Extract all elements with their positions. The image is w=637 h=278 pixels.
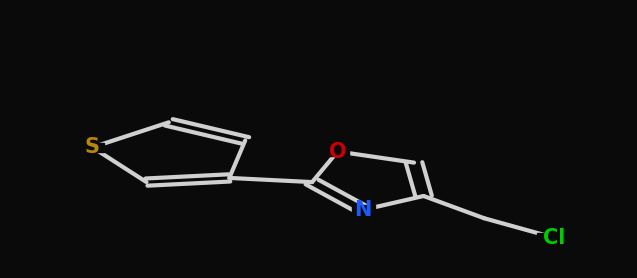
Text: N: N (354, 200, 372, 220)
Bar (326, 147, 349, 156)
Bar (81, 143, 104, 152)
Text: Cl: Cl (543, 228, 566, 248)
Bar (352, 205, 375, 214)
Text: O: O (329, 142, 347, 162)
Bar (537, 233, 571, 242)
Text: S: S (85, 137, 100, 157)
